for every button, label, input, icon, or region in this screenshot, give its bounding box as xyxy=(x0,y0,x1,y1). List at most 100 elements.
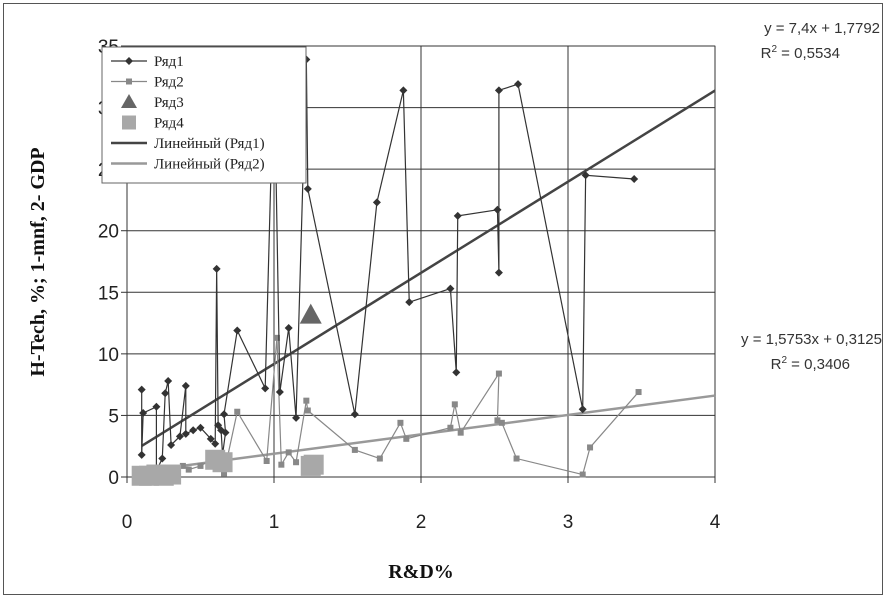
series-1-point xyxy=(493,205,502,214)
legend-item: Линейный (Ряд2) xyxy=(111,157,265,173)
series-2-point xyxy=(304,407,311,414)
legend-label: Линейный (Ряд2) xyxy=(154,157,265,173)
data-series xyxy=(131,55,642,486)
legend-item: Ряд4 xyxy=(122,115,184,132)
legend-item: Ряд3 xyxy=(121,94,184,111)
series-4-point xyxy=(212,452,233,473)
x-tick-label: 4 xyxy=(710,512,721,533)
legend-marker xyxy=(121,94,137,108)
series-1-point xyxy=(494,86,503,95)
series-1-point xyxy=(446,284,455,293)
series-3-point xyxy=(299,303,322,324)
legend-label: Линейный (Ряд1) xyxy=(154,136,265,152)
series-2-point xyxy=(495,370,502,377)
series-1-point xyxy=(303,184,312,193)
series-1-point xyxy=(399,86,408,95)
series-2-point xyxy=(185,466,192,473)
y-tick-label: 0 xyxy=(108,468,119,489)
series-2-point xyxy=(403,435,410,442)
series-1-point xyxy=(167,440,176,449)
series-1-point xyxy=(164,376,173,385)
series-3 xyxy=(299,303,322,324)
series-2-point xyxy=(278,461,285,468)
series-1-point xyxy=(161,389,170,398)
series-1-point xyxy=(220,410,229,419)
series-2-point xyxy=(513,455,520,462)
series-2-point xyxy=(376,455,383,462)
legend-marker xyxy=(126,78,132,85)
series-2-point xyxy=(635,389,642,396)
x-tick-label: 1 xyxy=(269,512,280,533)
y-tick-label: 15 xyxy=(98,283,119,304)
series-1-point xyxy=(137,450,146,459)
series-2-point xyxy=(447,424,454,431)
legend-item: Ряд2 xyxy=(111,75,184,91)
series-1-point xyxy=(212,264,221,273)
legend-label: Ряд1 xyxy=(154,54,184,70)
legend-label: Ряд3 xyxy=(154,95,184,111)
y-axis-title: H-Tech, %; 1-mnf, 2- GDP xyxy=(27,147,49,376)
series-2-point xyxy=(263,457,270,464)
series-4-point xyxy=(161,464,182,485)
series-1-point xyxy=(196,423,205,432)
trendline-1-r2: R2 = 0,5534 xyxy=(761,44,840,62)
series-1-point xyxy=(181,381,190,390)
series-1-point xyxy=(284,323,293,332)
series-1-point xyxy=(137,385,146,394)
series-2-point xyxy=(221,470,228,477)
series-2-point xyxy=(579,471,586,478)
series-1-point xyxy=(292,413,301,422)
trendline-2-r2: R2 = 0,3406 xyxy=(771,355,850,373)
series-4 xyxy=(131,449,324,486)
series-1-point xyxy=(221,428,230,437)
trendline-1-equation: y = 7,4x + 1,7792 xyxy=(764,20,880,37)
trendline-2-equation: y = 1,5753x + 0,3125 xyxy=(741,331,882,348)
series-1-point xyxy=(261,384,270,393)
series-1-point xyxy=(206,434,215,443)
series-1-point xyxy=(211,439,220,448)
series-1-point xyxy=(233,326,242,335)
series-1-point xyxy=(350,410,359,419)
series-2-point xyxy=(197,462,204,469)
series-2-point xyxy=(234,408,241,415)
series-1-point xyxy=(453,211,462,220)
series-1-point xyxy=(581,171,590,180)
x-axis-title: R&D% xyxy=(388,561,454,583)
series-2-point xyxy=(587,444,594,451)
series-2-point xyxy=(498,419,505,426)
trendline-1-annotation: y = 7,4x + 1,7792 R2 = 0,5534 xyxy=(761,20,880,62)
series-1-point xyxy=(275,388,284,397)
legend-label: Ряд2 xyxy=(154,75,184,91)
series-2-point xyxy=(285,449,292,456)
x-tick-label: 3 xyxy=(563,512,574,533)
series-2-point xyxy=(273,334,280,341)
x-tick-label: 0 xyxy=(122,512,133,533)
series-1-point xyxy=(630,174,639,183)
legend-box xyxy=(101,46,307,184)
series-1-point xyxy=(494,268,503,277)
series-1-point xyxy=(372,198,381,207)
legend-item: Ряд1 xyxy=(111,54,184,70)
series-2-point xyxy=(179,462,186,469)
y-tick-label: 10 xyxy=(98,345,119,366)
series-2-point xyxy=(494,417,501,424)
series-2-point xyxy=(293,459,300,466)
y-tick-label: 20 xyxy=(98,222,119,243)
series-1-point xyxy=(452,368,461,377)
series-4-point xyxy=(303,454,324,475)
series-1-point xyxy=(514,80,523,89)
legend-marker xyxy=(125,57,133,65)
series-2-point xyxy=(303,397,310,404)
y-tick-label: 5 xyxy=(108,406,119,427)
trendline-2-annotation: y = 1,5753x + 0,3125 R2 = 0,3406 xyxy=(741,331,882,373)
legend: Ряд1 Ряд2 Ряд3 Ряд4 Линейный (Ряд1) Линейный … xyxy=(101,46,307,184)
series-2-point xyxy=(457,429,464,436)
legend-label: Ряд4 xyxy=(154,116,184,132)
series-2-point xyxy=(451,401,458,408)
series-1-point xyxy=(139,408,148,417)
trendline-1 xyxy=(141,89,716,448)
series-1-point xyxy=(405,298,414,307)
legend-item: Линейный (Ряд1) xyxy=(111,136,265,152)
series-2-point xyxy=(351,446,358,453)
series-1-point xyxy=(578,405,587,414)
